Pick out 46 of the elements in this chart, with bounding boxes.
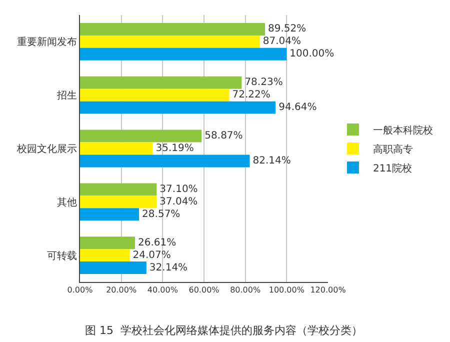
data-label: 24.07% [132, 250, 171, 261]
y-tick-label: 可转载 [47, 250, 77, 262]
x-tick-label: 120.00% [310, 286, 346, 295]
y-tick-label: 校园文化展示 [16, 143, 77, 155]
bar [80, 101, 276, 114]
data-label: 82.14% [252, 155, 291, 166]
x-tick-label: 0.00% [67, 286, 94, 295]
bar [80, 88, 230, 102]
bar [80, 196, 157, 208]
bar [80, 23, 266, 36]
legend-label: 一般本科院校 [372, 124, 433, 136]
x-tick-label: 40.00% [147, 286, 178, 295]
caption: 图 15 学校社会化网络媒体提供的服务内容（学校分类） [85, 324, 362, 337]
data-label: 87.04% [262, 36, 302, 48]
data-label: 32.14% [149, 262, 188, 274]
bar [80, 183, 157, 196]
x-tick-label: 100.00% [268, 286, 305, 295]
data-label: 89.52% [268, 24, 306, 35]
legend-label: 高职高专 [372, 143, 413, 156]
data-label: 26.61% [138, 237, 176, 248]
bar [80, 208, 140, 221]
y-tick-label: 招生 [56, 90, 77, 102]
data-label: 94.64% [278, 102, 317, 114]
x-tick-label: 60.00% [188, 286, 220, 295]
y-tick-label: 重要新闻发布 [17, 36, 77, 48]
data-label: 78.23% [244, 77, 283, 88]
bar [80, 35, 260, 48]
data-label: 72.22% [232, 90, 270, 101]
data-label: 100.00% [290, 48, 334, 60]
bar [80, 142, 153, 155]
data-label: 37.10% [160, 184, 198, 195]
bar [80, 48, 287, 60]
y-tick-label: 其他 [57, 196, 77, 208]
data-label: 58.87% [204, 130, 243, 142]
bar [80, 236, 135, 250]
bar [80, 130, 202, 142]
bar [80, 249, 130, 262]
legend-label: 211院校 [372, 162, 412, 174]
bar [80, 262, 146, 274]
data-label: 35.19% [156, 143, 194, 154]
x-tick-label: 20.00% [106, 286, 137, 295]
data-label: 37.04% [160, 196, 198, 208]
x-tick-label: 80.00% [230, 286, 261, 295]
bar [80, 154, 250, 168]
bar [80, 76, 242, 89]
data-label: 28.57% [142, 208, 180, 220]
